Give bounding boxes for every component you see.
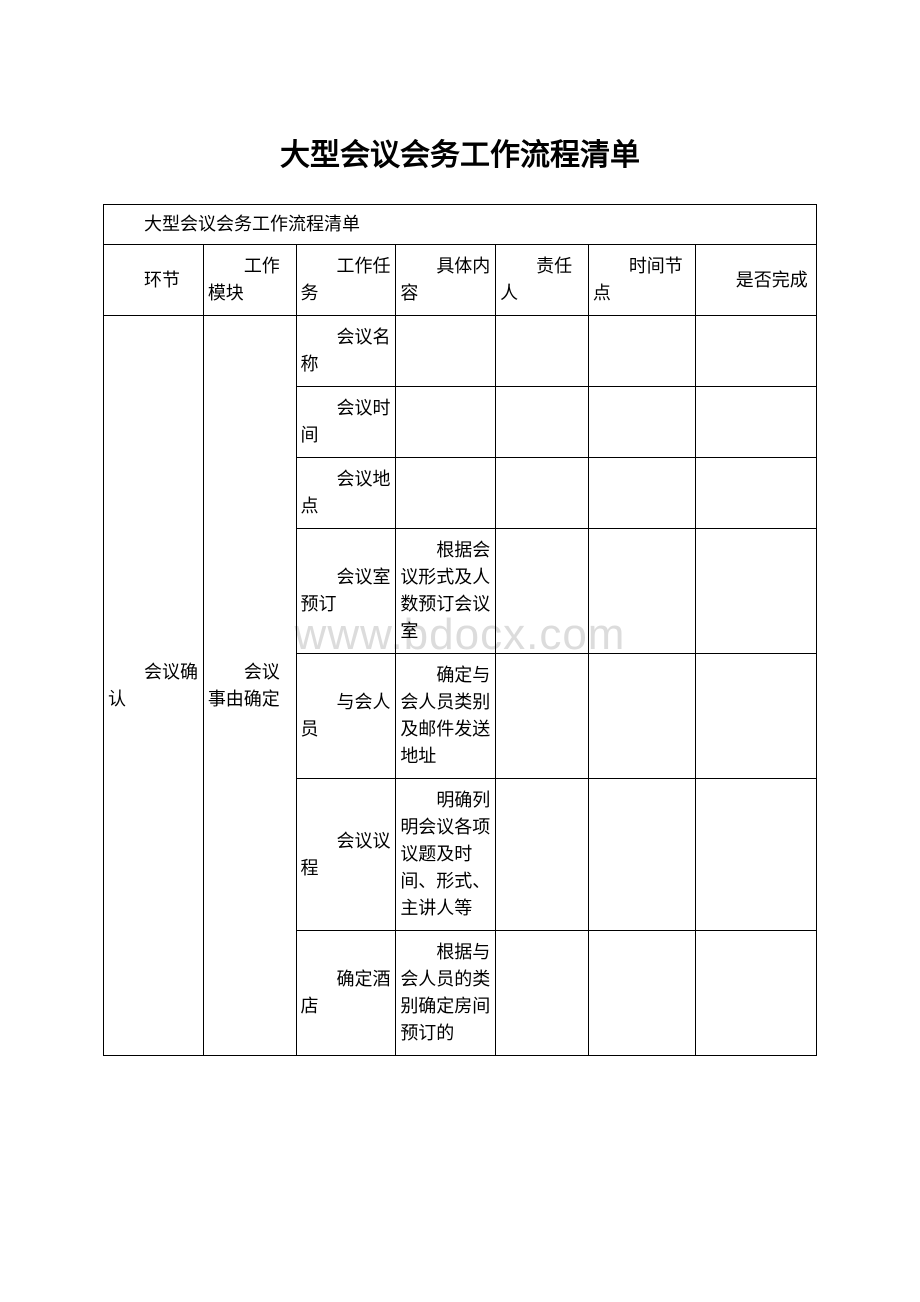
cell-time [588,654,695,779]
cell-content [396,387,496,458]
cell-content: 根据会议形式及人数预订会议室 [396,529,496,654]
table-caption: 大型会议会务工作流程清单 [104,205,817,245]
cell-stage: 会议确认 [104,316,204,1056]
cell-time [588,529,695,654]
cell-task: 会议时间 [296,387,396,458]
cell-task: 会议名称 [296,316,396,387]
cell-done [695,529,816,654]
cell-task: 会议室预订 [296,529,396,654]
cell-time [588,458,695,529]
workflow-table: 大型会议会务工作流程清单 环节 工作模块 工作任务 具体内容 责任人 时间节点 … [103,204,817,1056]
table-container: 大型会议会务工作流程清单 环节 工作模块 工作任务 具体内容 责任人 时间节点 … [103,204,817,1056]
cell-responsible [496,654,589,779]
table-header-row: 环节 工作模块 工作任务 具体内容 责任人 时间节点 是否完成 [104,245,817,316]
cell-module: 会议事由确定 [203,316,296,1056]
cell-task: 会议地点 [296,458,396,529]
cell-responsible [496,529,589,654]
header-responsible: 责任人 [496,245,589,316]
cell-responsible [496,931,589,1056]
cell-task: 确定酒店 [296,931,396,1056]
page-title: 大型会议会务工作流程清单 [103,130,817,174]
cell-task: 会议议程 [296,779,396,931]
header-stage: 环节 [104,245,204,316]
cell-content: 明确列明会议各项议题及时间、形式、主讲人等 [396,779,496,931]
cell-responsible [496,316,589,387]
header-module: 工作模块 [203,245,296,316]
cell-done [695,316,816,387]
table-caption-row: 大型会议会务工作流程清单 [104,205,817,245]
header-done: 是否完成 [695,245,816,316]
cell-done [695,458,816,529]
cell-time [588,316,695,387]
cell-content: 确定与会人员类别及邮件发送地址 [396,654,496,779]
cell-content: 根据与会人员的类别确定房间预订的 [396,931,496,1056]
cell-content [396,316,496,387]
cell-responsible [496,779,589,931]
cell-time [588,931,695,1056]
cell-done [695,387,816,458]
header-time: 时间节点 [588,245,695,316]
cell-time [588,779,695,931]
table-row: 会议确认 会议事由确定 会议名称 [104,316,817,387]
cell-done [695,931,816,1056]
cell-responsible [496,458,589,529]
header-content: 具体内容 [396,245,496,316]
cell-content [396,458,496,529]
cell-responsible [496,387,589,458]
cell-done [695,654,816,779]
header-task: 工作任务 [296,245,396,316]
cell-time [588,387,695,458]
cell-done [695,779,816,931]
cell-task: 与会人员 [296,654,396,779]
